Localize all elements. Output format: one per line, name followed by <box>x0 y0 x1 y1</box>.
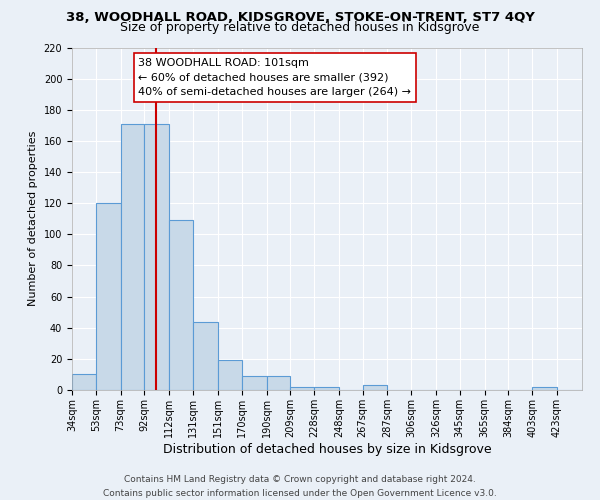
Bar <box>121 124 145 390</box>
Bar <box>314 387 339 390</box>
Bar <box>290 387 314 390</box>
Bar <box>532 387 557 390</box>
X-axis label: Distribution of detached houses by size in Kidsgrove: Distribution of detached houses by size … <box>163 442 491 456</box>
Text: Size of property relative to detached houses in Kidsgrove: Size of property relative to detached ho… <box>121 21 479 34</box>
Bar <box>266 376 290 390</box>
Text: 38 WOODHALL ROAD: 101sqm
← 60% of detached houses are smaller (392)
40% of semi-: 38 WOODHALL ROAD: 101sqm ← 60% of detach… <box>139 58 412 98</box>
Text: 38, WOODHALL ROAD, KIDSGROVE, STOKE-ON-TRENT, ST7 4QY: 38, WOODHALL ROAD, KIDSGROVE, STOKE-ON-T… <box>65 11 535 24</box>
Bar <box>145 124 169 390</box>
Bar <box>218 360 242 390</box>
Bar <box>362 386 388 390</box>
Text: Contains HM Land Registry data © Crown copyright and database right 2024.
Contai: Contains HM Land Registry data © Crown c… <box>103 476 497 498</box>
Bar <box>95 203 121 390</box>
Bar <box>242 376 266 390</box>
Bar <box>193 322 218 390</box>
Y-axis label: Number of detached properties: Number of detached properties <box>28 131 38 306</box>
Bar <box>72 374 95 390</box>
Bar <box>169 220 193 390</box>
